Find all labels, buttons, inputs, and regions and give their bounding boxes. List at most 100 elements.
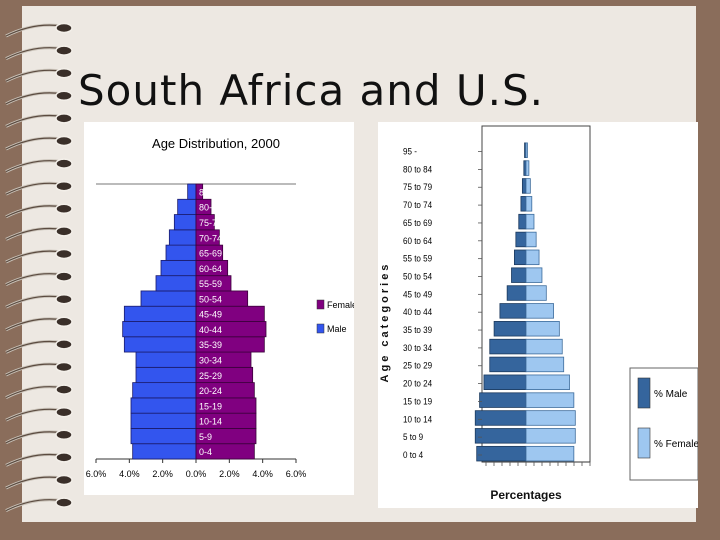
age-category-label: 40-44 (199, 325, 222, 335)
x-tick-label: 4.0% (119, 469, 140, 479)
binding-hole (55, 22, 73, 34)
female-bar (525, 213, 535, 230)
female-bar (525, 321, 560, 337)
binding-ring-outline (5, 476, 63, 489)
south-africa-chart: Age Distribution, 2000 0-4 5-9 10-14 15-19 20… (84, 122, 357, 495)
binding-ring-outline (5, 363, 63, 376)
male-bar (140, 290, 197, 307)
age-category-label: 80-84 (199, 203, 222, 213)
male-bar (521, 178, 527, 194)
female-bar (195, 198, 212, 215)
age-category-label: 0-4 (199, 447, 212, 457)
age-category-label: 60 to 64 (403, 235, 432, 246)
binding-hole (55, 452, 73, 463)
male-bar (130, 412, 197, 429)
x-axis-title: Percentages (490, 488, 562, 502)
male-bar (474, 428, 527, 444)
age-category-label: 5 to 9 (403, 432, 423, 443)
age-category-label: 70-74 (199, 233, 222, 243)
male-bar (130, 428, 197, 445)
age-category-label: 65 to 69 (403, 217, 432, 228)
binding-ring-outline (5, 69, 63, 82)
age-category-label: 20-24 (199, 386, 222, 396)
binding-ring-outline (5, 92, 63, 105)
male-bar (160, 259, 197, 277)
age-category-label: 80 to 84 (403, 164, 432, 175)
us-pyramid: Age categories Percentages 0 to 4 5 to 9 10 … (379, 125, 699, 502)
male-bar (155, 275, 197, 292)
female-bar (525, 338, 563, 355)
male-bar (518, 213, 527, 230)
female-bar (525, 196, 533, 212)
male-bar (123, 336, 197, 353)
binding-ring-outline (5, 386, 63, 399)
male-bar (493, 321, 527, 337)
age-category-label: 30 to 34 (403, 342, 432, 353)
binding-hole (55, 90, 73, 102)
male-bar (177, 198, 197, 215)
female-bar (525, 356, 565, 373)
binding-hole (55, 248, 73, 260)
male-bar (499, 303, 527, 319)
binding-ring-outline (5, 114, 63, 127)
binding-hole (55, 384, 73, 395)
binding-hole (55, 67, 73, 79)
binding-ring-outline (5, 24, 63, 37)
south-africa-pyramid: Age Distribution, 2000 0-4 5-9 10-14 15-19 20… (86, 136, 357, 479)
x-tick-label: 0.0% (186, 469, 207, 479)
binding-hole (55, 203, 73, 215)
legend-swatch (637, 427, 651, 459)
age-category-label: 5-9 (199, 432, 212, 442)
male-bar (506, 285, 527, 301)
y-axis-title: Age categories (379, 262, 391, 383)
age-category-label: 30-34 (199, 356, 222, 366)
male-bar (135, 351, 197, 368)
male-bar (130, 397, 197, 414)
male-bar (483, 374, 527, 390)
age-category-label: 10-14 (199, 417, 222, 427)
female-bar (525, 231, 537, 248)
male-bar (474, 410, 527, 426)
female-bar (525, 160, 530, 176)
male-bar (187, 183, 197, 200)
legend-swatch (316, 299, 325, 310)
legend-label: % Male (654, 389, 688, 400)
spiral-binding (5, 22, 73, 512)
binding-ring-outline (5, 47, 63, 60)
male-bar (479, 392, 527, 408)
female-bar (525, 285, 547, 301)
age-category-label: 85+ (199, 187, 214, 197)
binding-hole (55, 429, 73, 441)
male-bar (489, 356, 527, 373)
male-bar (513, 249, 527, 266)
female-bar (525, 142, 528, 158)
age-category-label: 95 - (403, 146, 417, 157)
age-category-label: 25 to 29 (403, 360, 432, 371)
age-category-label: 75-79 (199, 218, 222, 228)
x-tick-label: 6.0% (286, 469, 307, 479)
male-bar (476, 445, 527, 462)
binding-hole (55, 361, 73, 373)
binding-ring-outline (5, 408, 63, 421)
legend-swatch (637, 377, 651, 409)
binding-hole (55, 271, 73, 282)
age-category-label: 65-69 (199, 249, 222, 259)
legend-swatch (316, 323, 325, 334)
binding-hole (55, 226, 73, 237)
binding-ring-outline (5, 431, 63, 444)
binding-ring-outline (5, 295, 63, 308)
binding-hole (55, 158, 73, 169)
age-category-label: 15-19 (199, 401, 222, 411)
male-bar (135, 366, 197, 384)
male-bar (165, 244, 197, 261)
binding-hole (55, 339, 73, 350)
age-category-label: 35 to 39 (403, 324, 432, 335)
binding-ring-outline (5, 205, 63, 218)
binding-hole (55, 45, 73, 56)
male-bar (515, 231, 527, 248)
female-bar (525, 428, 576, 444)
male-bar (123, 305, 197, 322)
x-tick-label: 2.0% (152, 469, 173, 479)
binding-hole (55, 474, 73, 486)
binding-hole (55, 180, 73, 192)
